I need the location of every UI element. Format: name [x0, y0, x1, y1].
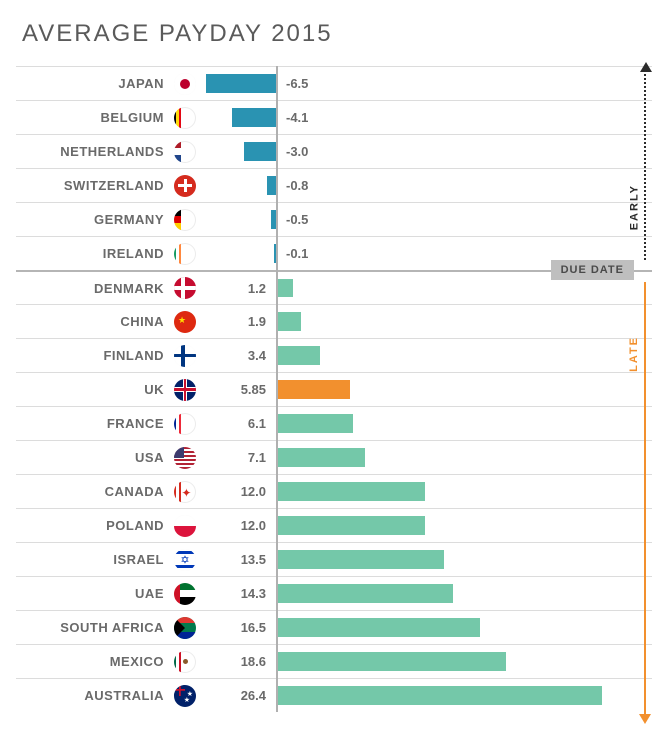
bar	[278, 584, 453, 603]
value-label: 12.0	[241, 475, 266, 508]
cn-flag-icon: ★	[174, 311, 196, 333]
bar	[278, 312, 301, 331]
country-label: JAPAN	[16, 67, 172, 100]
data-row: AUSTRALIA★★ 26.4	[16, 678, 652, 712]
value-label: 3.4	[248, 339, 266, 372]
country-label: CANADA	[16, 475, 172, 508]
country-label: SWITZERLAND	[16, 169, 172, 202]
value-label: 16.5	[241, 611, 266, 644]
value-label: 26.4	[241, 679, 266, 712]
bar	[232, 108, 276, 127]
ie-flag-icon	[174, 243, 196, 265]
data-row: UK 5.85	[16, 372, 652, 406]
data-row: MEXICO 18.6	[16, 644, 652, 678]
bar	[244, 142, 276, 161]
dk-flag-icon	[174, 277, 196, 299]
data-row: FINLAND 3.4	[16, 338, 652, 372]
value-label: 14.3	[241, 577, 266, 610]
gb-flag-icon	[174, 379, 196, 401]
data-row: GERMANY -0.5	[16, 202, 652, 236]
country-label: CHINA	[16, 305, 172, 338]
pl-flag-icon	[174, 515, 196, 537]
country-label: FRANCE	[16, 407, 172, 440]
value-label: 6.1	[248, 407, 266, 440]
country-label: UK	[16, 373, 172, 406]
value-label: 1.2	[248, 272, 266, 304]
value-label: -6.5	[286, 67, 308, 100]
early-arrow	[644, 70, 646, 260]
country-label: BELGIUM	[16, 101, 172, 134]
country-label: IRELAND	[16, 237, 172, 270]
ca-flag-icon: ✦	[174, 481, 196, 503]
fr-flag-icon	[174, 413, 196, 435]
nl-flag-icon	[174, 141, 196, 163]
bar	[278, 414, 353, 433]
country-label: USA	[16, 441, 172, 474]
country-label: AUSTRALIA	[16, 679, 172, 712]
data-row: UAE 14.3	[16, 576, 652, 610]
ch-flag-icon	[174, 175, 196, 197]
mx-flag-icon	[174, 651, 196, 673]
value-label: -0.1	[286, 237, 308, 270]
data-row: POLAND 12.0	[16, 508, 652, 542]
bar	[206, 74, 276, 93]
bar	[278, 380, 350, 399]
fi-flag-icon	[174, 345, 196, 367]
il-flag-icon: ✡	[174, 549, 196, 571]
bar	[278, 448, 365, 467]
data-row: SOUTH AFRICA 16.5	[16, 610, 652, 644]
country-label: SOUTH AFRICA	[16, 611, 172, 644]
chart-title: AVERAGE PAYDAY 2015	[22, 20, 652, 48]
country-label: NETHERLANDS	[16, 135, 172, 168]
bar	[278, 482, 425, 501]
be-flag-icon	[174, 107, 196, 129]
value-label: 5.85	[241, 373, 266, 406]
bar	[267, 176, 276, 195]
country-label: ISRAEL	[16, 543, 172, 576]
us-flag-icon	[174, 447, 196, 469]
payday-chart: JAPAN-6.5BELGIUM-4.1NETHERLANDS-3.0SWITZ…	[16, 66, 652, 712]
bar	[278, 550, 444, 569]
value-label: -0.8	[286, 169, 308, 202]
due-date-label: DUE DATE	[551, 260, 634, 280]
data-row: CHINA★ 1.9	[16, 304, 652, 338]
zero-axis	[276, 66, 278, 712]
data-row: CANADA✦ 12.0	[16, 474, 652, 508]
value-label: 12.0	[241, 509, 266, 542]
jp-flag-icon	[174, 73, 196, 95]
bar	[278, 686, 602, 705]
early-label: EARLY	[628, 184, 640, 230]
za-flag-icon	[174, 617, 196, 639]
value-label: -0.5	[286, 203, 308, 236]
country-label: UAE	[16, 577, 172, 610]
country-label: GERMANY	[16, 203, 172, 236]
country-label: FINLAND	[16, 339, 172, 372]
bar	[278, 516, 425, 535]
data-row: FRANCE 6.1	[16, 406, 652, 440]
data-row: ISRAEL✡ 13.5	[16, 542, 652, 576]
value-label: -3.0	[286, 135, 308, 168]
country-label: POLAND	[16, 509, 172, 542]
late-arrow	[644, 282, 646, 716]
data-row: BELGIUM -4.1	[16, 100, 652, 134]
late-label: LATE	[628, 336, 640, 372]
value-label: 13.5	[241, 543, 266, 576]
value-label: 18.6	[241, 645, 266, 678]
bar	[278, 279, 293, 297]
data-row: NETHERLANDS -3.0	[16, 134, 652, 168]
country-label: MEXICO	[16, 645, 172, 678]
data-row: USA 7.1	[16, 440, 652, 474]
data-row: JAPAN -6.5	[16, 66, 652, 100]
value-label: 1.9	[248, 305, 266, 338]
data-row: SWITZERLAND -0.8	[16, 168, 652, 202]
au-flag-icon: ★★	[174, 685, 196, 707]
bar	[278, 346, 320, 365]
value-label: 7.1	[248, 441, 266, 474]
de-flag-icon	[174, 209, 196, 231]
bar	[278, 618, 480, 637]
ae-flag-icon	[174, 583, 196, 605]
value-label: -4.1	[286, 101, 308, 134]
bar	[278, 652, 506, 671]
country-label: DENMARK	[16, 272, 172, 304]
